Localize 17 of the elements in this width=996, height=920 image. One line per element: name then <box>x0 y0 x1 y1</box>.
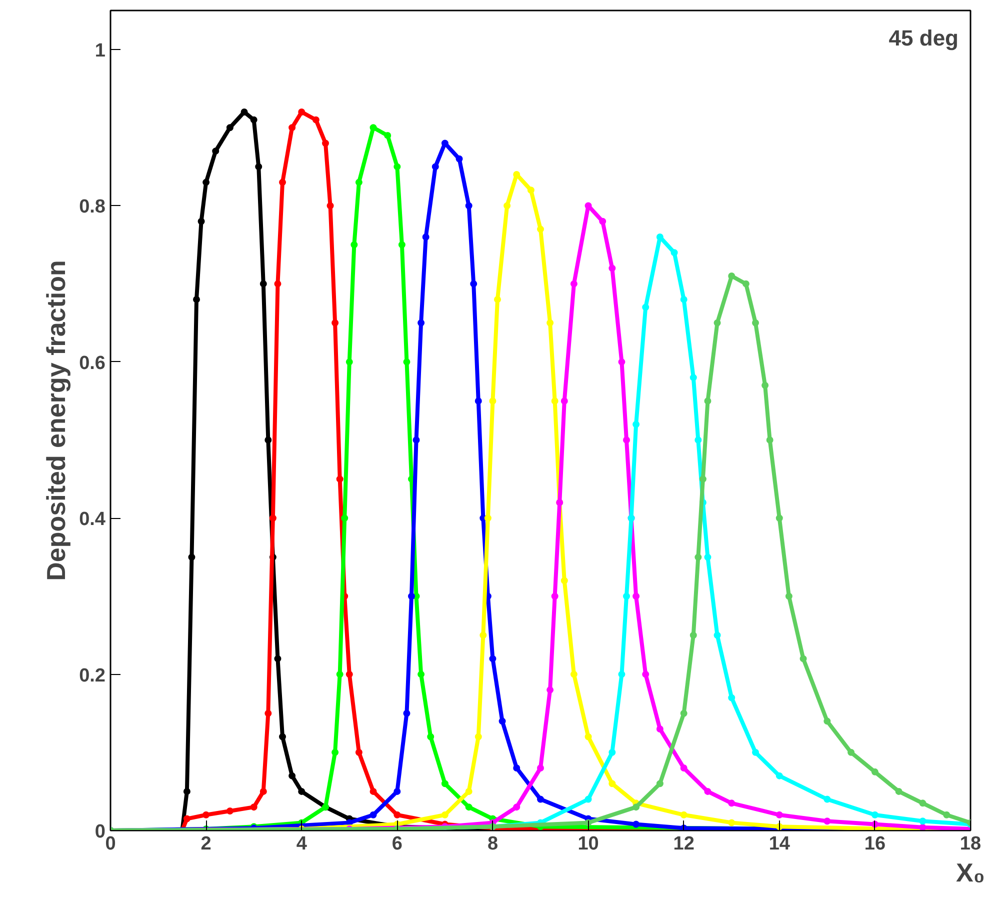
x-tick-label: 12 <box>673 834 694 854</box>
y-tick-label: 0.2 <box>79 665 106 686</box>
y-axis-title: Deposited energy fraction <box>41 260 72 581</box>
annotation: 45 deg <box>888 26 959 50</box>
y-tick-label: 0.8 <box>79 196 106 218</box>
y-tick-label: 0.4 <box>79 509 106 530</box>
x-tick-label: 14 <box>768 834 790 854</box>
x-tick-label: 2 <box>200 834 212 854</box>
x-axis-title: X₀ <box>956 858 986 888</box>
x-tick-label: 6 <box>392 834 402 854</box>
x-tick-label: 8 <box>487 834 498 854</box>
x-tick-label: 10 <box>578 834 599 854</box>
x-tick-label: 18 <box>960 834 982 854</box>
x-tick-label: 4 <box>296 834 308 854</box>
x-tick-label: 16 <box>864 834 886 854</box>
y-tick-label: 0.6 <box>79 352 106 374</box>
y-tick-label: 1 <box>94 40 106 62</box>
